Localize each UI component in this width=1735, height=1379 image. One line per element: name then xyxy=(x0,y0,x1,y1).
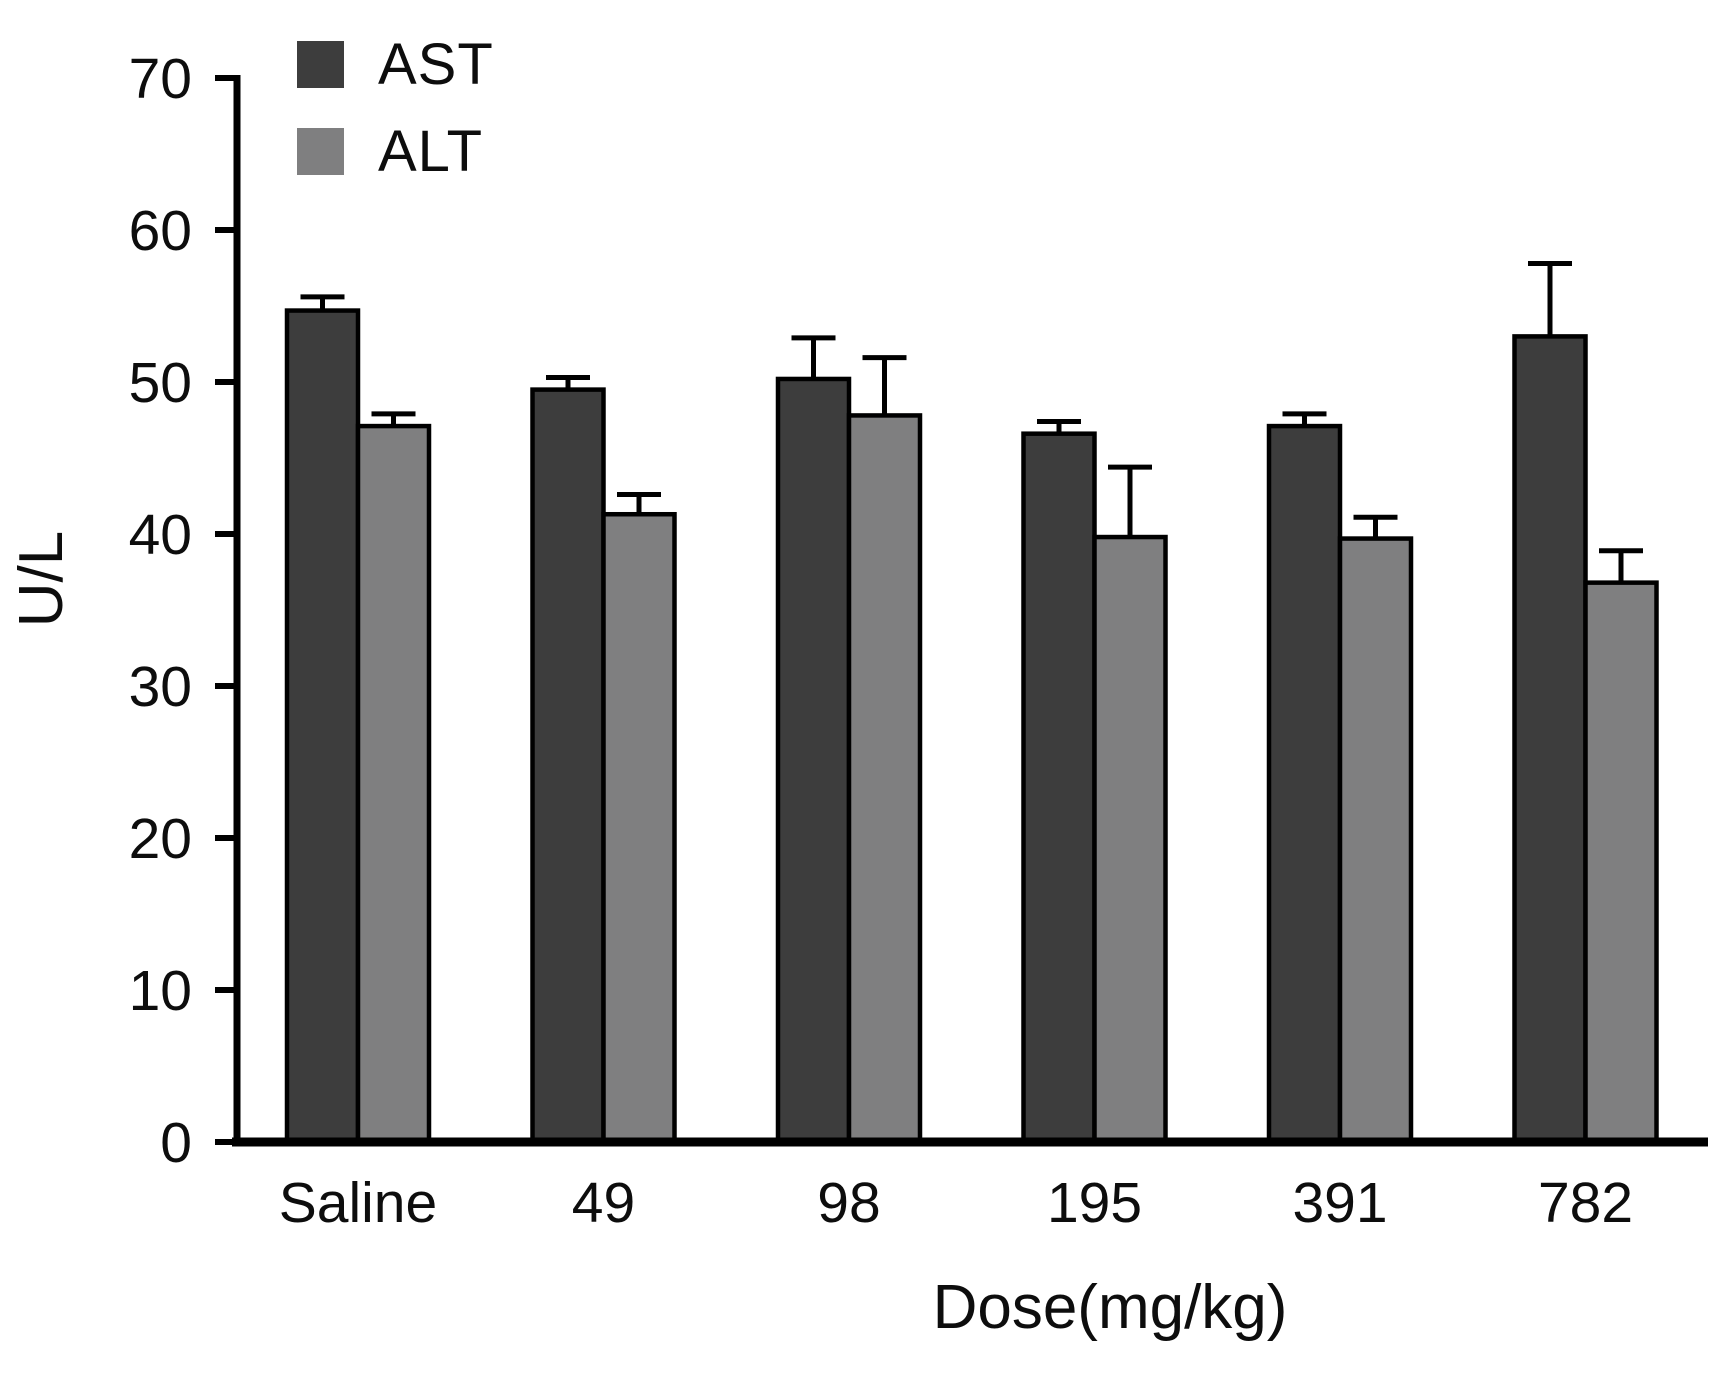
bar-ast xyxy=(284,308,361,1147)
bar-alt xyxy=(1583,580,1659,1147)
bar-ast xyxy=(775,376,852,1147)
x-tick-label: 195 xyxy=(1047,1171,1142,1235)
y-tick-label: 20 xyxy=(129,807,192,871)
y-axis-label: U/L xyxy=(7,530,76,628)
bar-alt xyxy=(601,511,677,1147)
bar-alt xyxy=(1092,534,1168,1147)
y-tick-label: 50 xyxy=(129,351,192,415)
bar-ast xyxy=(530,387,606,1147)
y-tick-label: 70 xyxy=(129,47,192,111)
legend-label-alt: ALT xyxy=(378,118,484,184)
x-axis-label: Dose(mg/kg) xyxy=(932,1273,1288,1342)
bar-ast xyxy=(1021,431,1097,1147)
x-tick-label: Saline xyxy=(279,1171,437,1235)
bar-alt xyxy=(355,423,432,1147)
x-tick-label: 391 xyxy=(1292,1171,1387,1235)
x-tick-label: 49 xyxy=(572,1171,635,1235)
legend-swatch-alt xyxy=(297,128,344,175)
legend-swatch-ast xyxy=(297,41,344,88)
y-tick-label: 0 xyxy=(160,1111,192,1175)
y-tick-label: 30 xyxy=(129,655,192,719)
legend-item-alt: ALT xyxy=(297,122,494,180)
y-tick-label: 60 xyxy=(129,199,192,263)
bar-ast xyxy=(1266,423,1343,1147)
y-tick-label: 40 xyxy=(129,503,192,567)
legend-label-ast: AST xyxy=(378,31,494,97)
legend-item-ast: AST xyxy=(297,35,494,93)
x-tick-label: 782 xyxy=(1538,1171,1633,1235)
bar-alt xyxy=(1337,536,1414,1147)
bar-alt xyxy=(846,413,923,1147)
x-tick-label: 98 xyxy=(817,1171,880,1235)
legend: AST ALT xyxy=(297,35,494,180)
y-tick-label: 10 xyxy=(129,959,192,1023)
bar-ast xyxy=(1512,334,1588,1147)
